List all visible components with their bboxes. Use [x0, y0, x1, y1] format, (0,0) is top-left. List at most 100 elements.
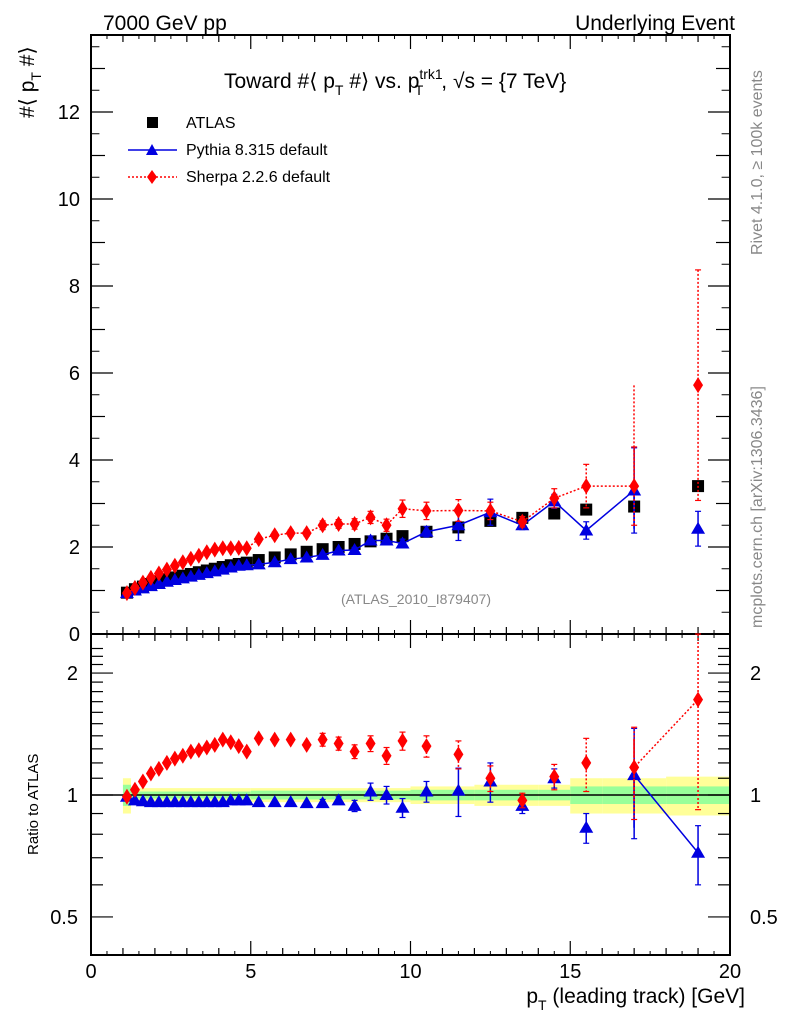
sherpa-ratio-point	[145, 765, 156, 782]
atlas-point	[580, 503, 593, 516]
chart-title: Toward #⟨ pT #⟩ vs. ptrk1 T, √s = {7 TeV}	[224, 66, 566, 98]
sherpa-point	[301, 525, 312, 542]
sherpa-ratio-point	[485, 770, 496, 787]
sherpa-ratio-point	[301, 736, 312, 753]
sherpa-point	[137, 574, 148, 591]
sherpa-ratio-point	[317, 731, 328, 748]
sherpa-point	[629, 478, 640, 495]
ratio-y-tick-label: 0.5	[50, 907, 78, 929]
x-tick-label: 20	[719, 961, 741, 983]
sherpa-ratio-point	[137, 773, 148, 790]
sherpa-point	[421, 502, 432, 519]
sherpa-ratio-point	[209, 736, 220, 753]
legend-marker-pythia	[146, 144, 158, 155]
sherpa-point	[285, 525, 296, 542]
y-tick-label: 0	[69, 624, 80, 646]
sherpa-point	[177, 554, 188, 571]
pythia-point	[283, 552, 298, 565]
sherpa-point	[581, 478, 592, 495]
legend-marker-sherpa	[147, 170, 157, 184]
sherpa-ratio-point	[233, 738, 244, 755]
sherpa-point	[121, 585, 132, 602]
sherpa-point	[145, 569, 156, 586]
pythia-point	[395, 536, 410, 549]
sherpa-ratio-point	[161, 754, 172, 771]
ratio-y-tick-label: 2	[67, 663, 78, 685]
y-tick-label: 10	[58, 189, 80, 211]
sherpa-point	[485, 502, 496, 519]
legend: ATLAS Pythia 8.315 default Sherpa 2.2.6 …	[128, 115, 331, 186]
sherpa-ratio-point	[549, 768, 560, 785]
legend-label-sherpa: Sherpa 2.2.6 default	[186, 169, 331, 186]
sherpa-ratio-point	[421, 738, 432, 755]
ratio-y-tick-label: 1	[67, 785, 78, 807]
sherpa-point	[453, 502, 464, 519]
sherpa-point	[233, 539, 244, 556]
sherpa-ratio-point	[517, 792, 528, 809]
sherpa-ratio-point	[693, 691, 704, 708]
pythia-ratio-point	[379, 788, 394, 800]
y-axis-label: #⟨ pT #⟩	[16, 46, 44, 118]
sherpa-ratio-point	[629, 759, 640, 776]
legend-label-atlas: ATLAS	[186, 115, 236, 132]
sherpa-point	[333, 515, 344, 532]
pythia-point	[363, 533, 378, 546]
sherpa-ratio-point	[381, 747, 392, 764]
x-tick-label: 15	[559, 961, 581, 983]
ratio-y-tick-label-right: 0.5	[750, 907, 778, 929]
sherpa-ratio-point	[241, 743, 252, 760]
analysis-watermark: (ATLAS_2010_I879407)	[341, 591, 491, 607]
pythia-ratio-point	[239, 793, 254, 806]
sherpa-ratio-point	[349, 743, 360, 760]
rivet-label: Rivet 4.1.0, ≥ 100k events	[749, 70, 766, 255]
sherpa-ratio-point	[397, 732, 408, 749]
y-tick-label: 4	[69, 450, 80, 472]
x-axis-label: pT (leading track) [GeV]	[526, 985, 745, 1013]
y-tick-label: 8	[69, 276, 80, 298]
sherpa-point	[397, 500, 408, 517]
ratio-y-tick-label-right: 1	[750, 785, 761, 807]
sherpa-ratio-point	[121, 788, 132, 805]
sherpa-point	[217, 540, 228, 557]
sherpa-point	[241, 540, 252, 557]
y-tick-label: 6	[69, 363, 80, 385]
sherpa-ratio-point	[365, 735, 376, 752]
x-tick-label: 5	[245, 961, 256, 983]
sherpa-point	[185, 550, 196, 567]
sherpa-ratio-point	[217, 731, 228, 748]
sherpa-point	[517, 513, 528, 530]
sherpa-ratio-point	[285, 731, 296, 748]
ratio-y-tick-label-right: 2	[750, 663, 761, 685]
y-tick-label: 2	[69, 537, 80, 559]
pythia-ratio-point	[395, 800, 410, 813]
sherpa-point	[225, 540, 236, 557]
pythia-point	[239, 558, 254, 571]
pythia-point	[251, 557, 266, 570]
sherpa-point	[201, 544, 212, 561]
pythia-ratio-point	[267, 795, 282, 808]
sherpa-point	[161, 561, 172, 578]
sherpa-point	[269, 527, 280, 544]
pythia-point	[267, 555, 282, 568]
pythia-ratio-point	[283, 795, 298, 808]
sherpa-point	[169, 557, 180, 574]
sherpa-ratio-point	[253, 730, 264, 747]
x-tick-label: 0	[85, 961, 96, 983]
sherpa-point	[193, 547, 204, 564]
y-tick-label: 12	[58, 102, 80, 124]
legend-label-pythia: Pythia 8.315 default	[186, 142, 328, 159]
pythia-ratio-point	[251, 795, 266, 808]
mcplots-label: mcplots.cern.ch [arXiv:1306.3436]	[749, 386, 766, 628]
sherpa-ratio-point	[333, 735, 344, 752]
atlas-point	[548, 507, 561, 520]
sherpa-point	[349, 515, 360, 532]
sherpa-ratio-point	[185, 743, 196, 760]
pythia-ratio-point	[315, 796, 330, 809]
legend-marker-atlas	[147, 117, 158, 128]
sherpa-point	[365, 509, 376, 526]
sherpa-point	[129, 579, 140, 596]
sherpa-ratio-point	[177, 747, 188, 764]
sherpa-point	[153, 565, 164, 582]
sherpa-ratio-point	[169, 750, 180, 767]
sherpa-ratio-point	[201, 739, 212, 756]
